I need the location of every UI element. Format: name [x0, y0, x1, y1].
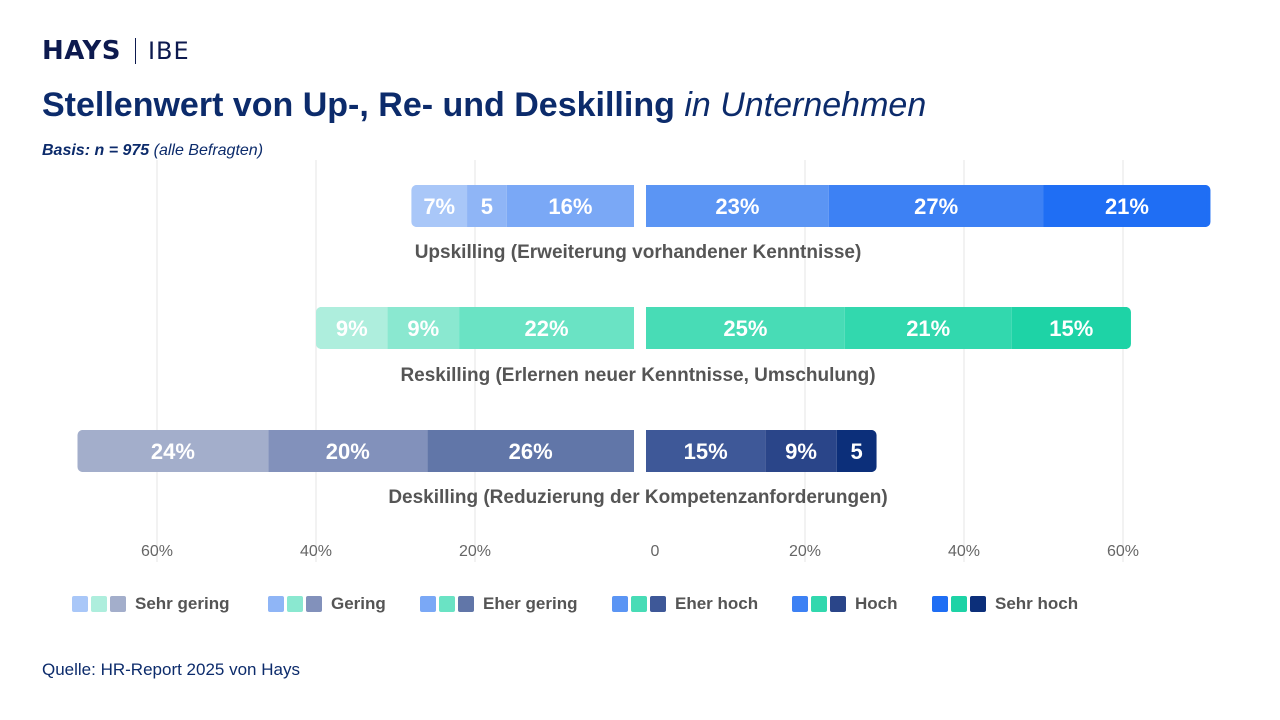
- legend-swatch: [91, 596, 107, 612]
- legend-item: Eher gering: [420, 594, 612, 614]
- logo: HAYS IBE: [42, 36, 190, 66]
- legend-label: Hoch: [855, 594, 898, 613]
- legend-label: Eher hoch: [675, 594, 759, 613]
- bar-value-label: 9%: [407, 316, 439, 341]
- bar-segment: [1011, 307, 1127, 349]
- legend-swatch: [458, 596, 474, 612]
- axis-tick-label: 40%: [300, 543, 332, 560]
- bar-value-label: 24%: [151, 439, 195, 464]
- legend-item: Hoch: [792, 594, 932, 614]
- category-label: Deskilling (Reduzierung der Kompetenzanf…: [388, 487, 887, 508]
- legend-swatch: [951, 596, 967, 612]
- legend-swatch: [72, 596, 88, 612]
- legend-swatch: [420, 596, 436, 612]
- bar-value-label: 23%: [715, 194, 759, 219]
- basis-note: Basis: n = 975 (alle Befragten): [42, 142, 263, 160]
- bar-value-label: 7%: [423, 194, 455, 219]
- legend-swatch: [287, 596, 303, 612]
- bar-segment: [459, 307, 634, 349]
- bar-segment: [81, 430, 269, 472]
- axis-tick-label: 40%: [948, 543, 980, 560]
- axis-tick-label: 20%: [459, 543, 491, 560]
- chart-legend: Sehr gering Gering Eher gering Eher hoch Hoc…: [72, 594, 1092, 614]
- axis-tick-label: 60%: [1107, 543, 1139, 560]
- legend-swatch: [631, 596, 647, 612]
- legend-swatch: [932, 596, 948, 612]
- source-note: Quelle: HR-Report 2025 von Hays: [42, 660, 300, 679]
- bar-segment: [836, 430, 873, 472]
- legend-item: Gering: [268, 594, 420, 614]
- category-label: Reskilling (Erlernen neuer Kenntnisse, U…: [400, 365, 875, 386]
- bar-segment: [268, 430, 428, 472]
- page-title: Stellenwert von Up-, Re- und Deskilling …: [42, 86, 926, 125]
- legend-swatch: [792, 596, 808, 612]
- bar-value-label: 21%: [906, 316, 950, 341]
- legend-swatch: [306, 596, 322, 612]
- bar-value-label: 15%: [684, 439, 728, 464]
- bar-segment: [646, 430, 766, 472]
- bar-segment: [1043, 185, 1207, 227]
- bar-value-label: 9%: [336, 316, 368, 341]
- bar-segment: [646, 307, 845, 349]
- bar-segment: [427, 430, 634, 472]
- legend-swatch: [811, 596, 827, 612]
- bar-segment: [844, 307, 1012, 349]
- logo-divider: [134, 38, 136, 64]
- legend-swatch: [612, 596, 628, 612]
- legend-label: Sehr hoch: [995, 594, 1079, 613]
- bar-value-label: 27%: [914, 194, 958, 219]
- bar-value-label: 25%: [723, 316, 767, 341]
- title-italic: in Unternehmen: [684, 86, 927, 124]
- bar-value-label: 20%: [326, 439, 370, 464]
- legend-item: Eher hoch: [612, 594, 792, 614]
- legend-label: Sehr gering: [135, 594, 230, 613]
- diverging-bar-chart: 60% 40% 20% 0 20% 40% 60% 7% 5 16% 23% 27% 21% Upskil…: [77, 160, 1211, 562]
- ibe-logo: IBE: [147, 37, 190, 65]
- bar-value-label: 5: [481, 194, 493, 219]
- bar-value-label: 26%: [509, 439, 553, 464]
- title-main: Stellenwert von Up-, Re- und Deskilling: [42, 86, 675, 124]
- bar-value-label: 9%: [785, 439, 817, 464]
- legend-swatch: [830, 596, 846, 612]
- category-label: Upskilling (Erweiterung vorhandener Kenn…: [415, 242, 862, 263]
- bar-segment: [765, 430, 837, 472]
- legend-label: Gering: [331, 594, 386, 613]
- legend-swatch: [970, 596, 986, 612]
- bar-segment: [828, 185, 1044, 227]
- bar-value-label: 22%: [525, 316, 569, 341]
- legend-label: Eher gering: [483, 594, 578, 613]
- legend-item: Sehr hoch: [932, 594, 1092, 614]
- bar-segment: [467, 185, 507, 227]
- bar-value-label: 15%: [1049, 316, 1093, 341]
- axis-tick-label: 0: [651, 543, 660, 560]
- bar-segment: [387, 307, 460, 349]
- hays-logo: HAYS: [42, 36, 121, 66]
- bar-segment: [320, 307, 388, 349]
- bar-segment: [646, 185, 829, 227]
- bar-segment: [506, 185, 634, 227]
- bar-segment: [415, 185, 468, 227]
- bar-value-label: 16%: [548, 194, 592, 219]
- basis-detail: (alle Befragten): [153, 142, 264, 159]
- axis-tick-label: 60%: [141, 543, 173, 560]
- bar-value-label: 21%: [1105, 194, 1149, 219]
- legend-item: Sehr gering: [72, 594, 268, 614]
- legend-swatch: [439, 596, 455, 612]
- bar-value-label: 5: [851, 439, 863, 464]
- axis-tick-label: 20%: [789, 543, 821, 560]
- legend-swatch: [110, 596, 126, 612]
- legend-swatch: [650, 596, 666, 612]
- legend-swatch: [268, 596, 284, 612]
- basis-label: Basis: n = 975: [42, 142, 150, 159]
